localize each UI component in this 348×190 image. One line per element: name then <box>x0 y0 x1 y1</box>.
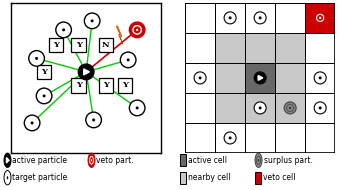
Text: Y: Y <box>76 81 82 89</box>
Text: veto part.: veto part. <box>96 156 134 165</box>
Bar <box>185 3 215 33</box>
Circle shape <box>56 22 71 38</box>
Circle shape <box>319 76 322 79</box>
Bar <box>275 123 305 153</box>
Polygon shape <box>7 158 9 163</box>
Circle shape <box>78 64 94 80</box>
Bar <box>71 78 86 93</box>
Bar <box>180 154 186 166</box>
Circle shape <box>7 176 8 179</box>
Circle shape <box>84 13 100 29</box>
Circle shape <box>319 17 321 19</box>
Bar <box>245 93 275 123</box>
Text: nearby cell: nearby cell <box>188 173 230 182</box>
Bar <box>305 33 335 63</box>
Circle shape <box>314 102 326 114</box>
Circle shape <box>92 118 95 121</box>
Bar <box>215 63 245 93</box>
Bar <box>305 123 335 153</box>
Text: Y: Y <box>122 81 128 89</box>
Bar <box>275 3 305 33</box>
Bar <box>180 172 186 184</box>
Text: active cell: active cell <box>188 156 227 165</box>
Bar <box>305 63 335 93</box>
Text: target particle: target particle <box>13 173 68 182</box>
Bar <box>185 63 215 93</box>
Bar <box>245 63 275 93</box>
Bar <box>245 33 275 63</box>
Bar <box>305 3 335 33</box>
Circle shape <box>259 106 262 109</box>
Circle shape <box>194 72 206 84</box>
Circle shape <box>319 106 322 109</box>
Circle shape <box>254 12 266 24</box>
Text: Y: Y <box>76 41 82 49</box>
Circle shape <box>62 28 65 31</box>
Circle shape <box>36 88 52 104</box>
Circle shape <box>229 16 232 19</box>
Circle shape <box>31 121 34 124</box>
Circle shape <box>254 72 266 84</box>
Circle shape <box>4 153 11 167</box>
Circle shape <box>224 132 236 144</box>
Bar <box>245 3 275 33</box>
Bar <box>245 123 275 153</box>
Circle shape <box>29 51 45 66</box>
Bar <box>71 38 86 52</box>
Circle shape <box>314 72 326 84</box>
Text: veto cell: veto cell <box>263 173 295 182</box>
Bar <box>275 93 305 123</box>
Bar <box>215 33 245 63</box>
Circle shape <box>42 94 46 97</box>
Circle shape <box>136 29 139 31</box>
Bar <box>185 33 215 63</box>
Circle shape <box>90 19 94 22</box>
Circle shape <box>258 159 259 162</box>
Polygon shape <box>116 26 123 44</box>
Polygon shape <box>258 75 263 80</box>
Polygon shape <box>84 69 89 75</box>
Text: N: N <box>102 41 110 49</box>
Circle shape <box>229 136 232 139</box>
Circle shape <box>129 100 145 116</box>
Circle shape <box>224 12 236 24</box>
Text: active particle: active particle <box>13 156 68 165</box>
Bar <box>215 3 245 33</box>
Text: Y: Y <box>41 68 47 76</box>
Bar <box>255 172 261 184</box>
Bar <box>98 78 113 93</box>
Bar <box>98 38 113 52</box>
Bar <box>275 33 305 63</box>
Circle shape <box>314 12 326 24</box>
Circle shape <box>120 52 136 68</box>
Bar <box>49 38 63 52</box>
Circle shape <box>255 153 262 167</box>
Bar <box>215 93 245 123</box>
Circle shape <box>127 58 130 61</box>
Circle shape <box>88 153 95 167</box>
Text: Y: Y <box>53 41 59 49</box>
Circle shape <box>259 16 262 19</box>
Bar <box>37 65 51 79</box>
Circle shape <box>4 171 11 185</box>
Bar <box>185 93 215 123</box>
Circle shape <box>91 159 92 162</box>
Circle shape <box>86 112 101 128</box>
Bar <box>275 63 305 93</box>
Text: Y: Y <box>103 81 109 89</box>
Bar <box>305 93 335 123</box>
Bar <box>185 123 215 153</box>
Circle shape <box>129 22 145 38</box>
Circle shape <box>35 57 38 60</box>
Circle shape <box>284 102 296 114</box>
Circle shape <box>24 115 40 131</box>
Circle shape <box>136 106 139 109</box>
Circle shape <box>254 102 266 114</box>
Text: surplus part.: surplus part. <box>263 156 313 165</box>
Bar <box>215 123 245 153</box>
Circle shape <box>199 76 201 79</box>
Bar <box>118 78 132 93</box>
Circle shape <box>289 107 291 109</box>
